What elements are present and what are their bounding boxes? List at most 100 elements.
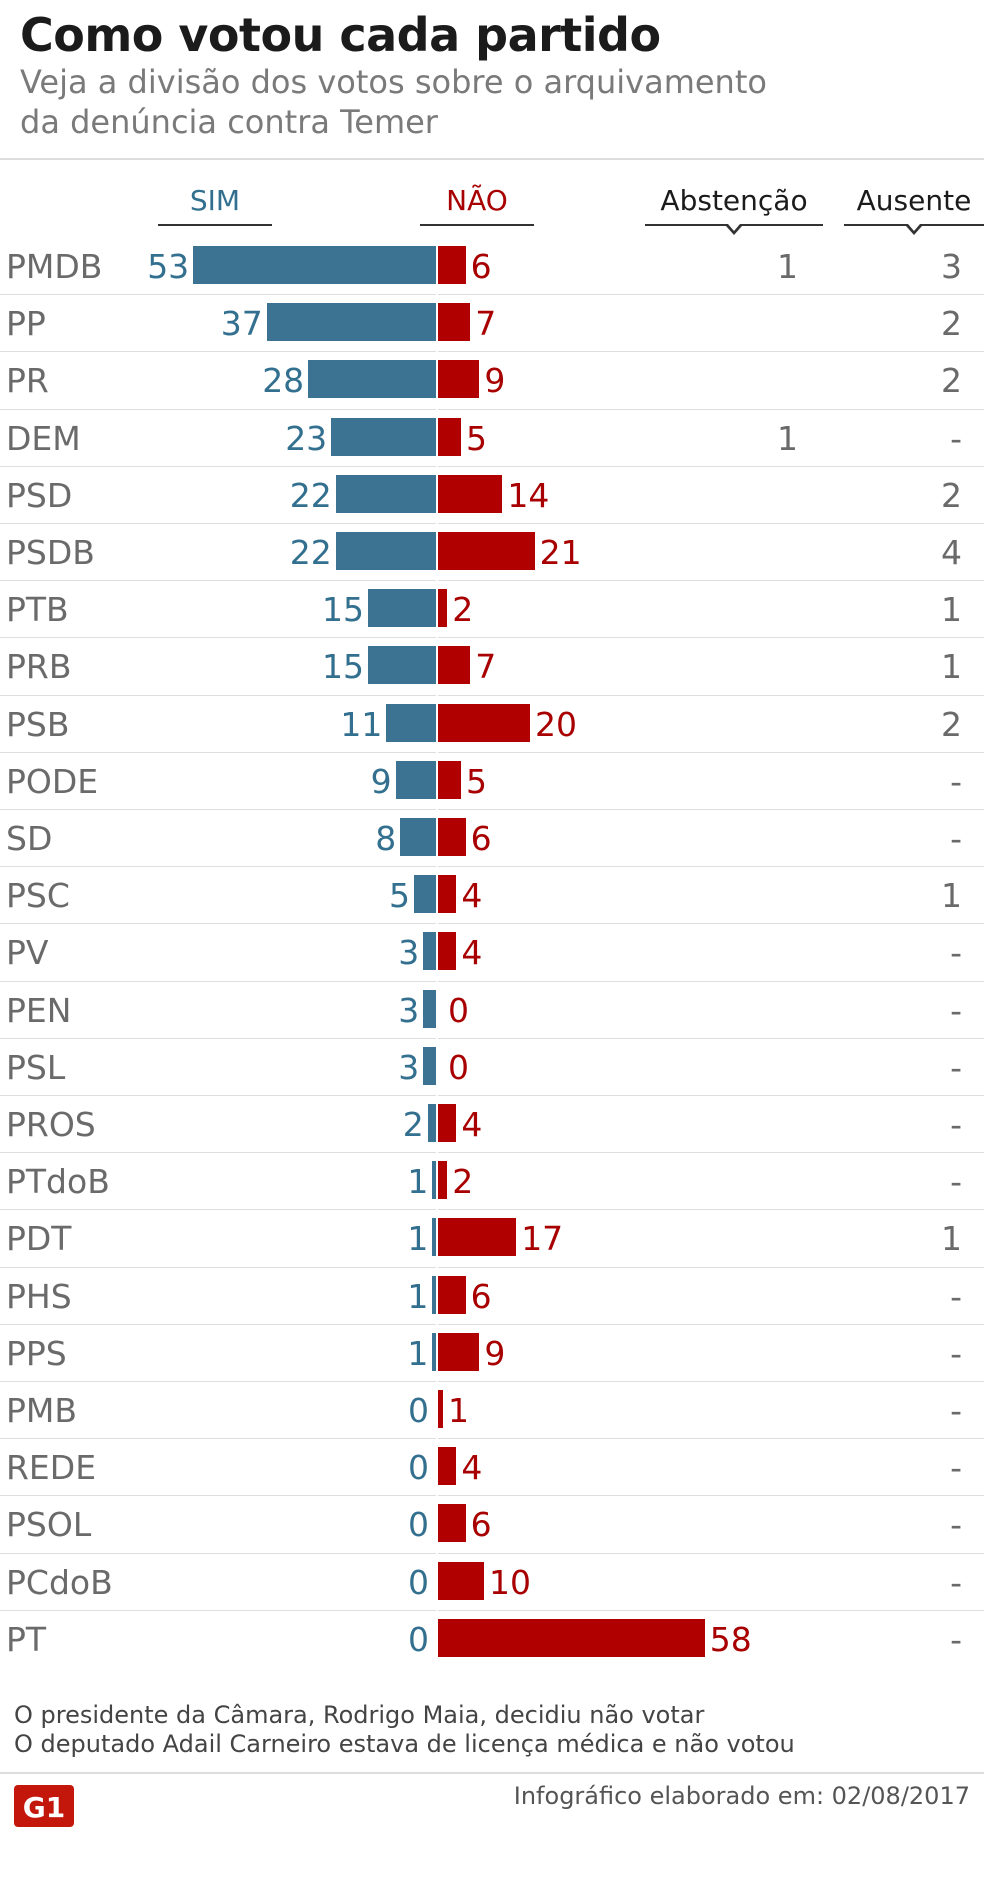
ausente-value: - xyxy=(950,1505,962,1545)
ausente-value: 2 xyxy=(941,304,962,344)
row-divider xyxy=(0,1095,984,1096)
nao-value: 4 xyxy=(461,1448,483,1488)
party-label: DEM xyxy=(6,418,81,458)
party-label: PSD xyxy=(6,475,73,515)
party-label: PHS xyxy=(6,1276,72,1316)
sim-bar xyxy=(423,1046,437,1085)
ausente-value: - xyxy=(950,1047,962,1087)
party-label: PMDB xyxy=(6,247,103,286)
nao-value: 9 xyxy=(484,361,506,401)
sim-value: 22 xyxy=(289,475,332,515)
note-line2: O deputado Adail Carneiro estava de lice… xyxy=(14,1730,795,1758)
row-divider xyxy=(0,1438,984,1440)
nao-bar xyxy=(438,818,466,856)
sim-value: 53 xyxy=(147,247,190,286)
sim-value: 0 xyxy=(408,1562,429,1602)
sim-bar xyxy=(368,646,437,685)
row-divider xyxy=(0,523,984,524)
party-label: PSB xyxy=(6,704,70,744)
sim-value: 2 xyxy=(402,1105,424,1144)
party-label: PPS xyxy=(6,1333,67,1373)
column-header-sim: SIM xyxy=(158,184,272,226)
sim-value: 3 xyxy=(398,933,420,973)
column-header-sim-label: SIM xyxy=(189,184,241,217)
row-divider xyxy=(0,465,984,467)
nao-value: 21 xyxy=(539,533,582,572)
sim-value: 28 xyxy=(262,361,305,401)
abstencao-value: 1 xyxy=(777,247,798,286)
column-header-nao: NÃO xyxy=(420,184,534,226)
chart-subtitle-line2: da denúncia contra Temer xyxy=(20,103,438,141)
row-divider xyxy=(0,751,984,753)
center-axis xyxy=(436,243,438,1673)
ausente-value: 3 xyxy=(941,247,962,286)
row-divider xyxy=(0,1552,984,1554)
party-label: PSDB xyxy=(6,533,95,572)
party-label: PSOL xyxy=(6,1505,92,1545)
ausente-value: 2 xyxy=(941,361,962,401)
nao-bar xyxy=(438,360,480,399)
nao-bar xyxy=(438,1561,484,1600)
g1-logo-text: G1 xyxy=(23,1791,65,1824)
row-divider xyxy=(0,1381,984,1382)
nao-value: 6 xyxy=(470,1276,492,1316)
ausente-value: 4 xyxy=(941,533,962,572)
sim-bar xyxy=(308,360,437,399)
sim-value: 37 xyxy=(220,304,263,344)
nao-bar xyxy=(438,1447,457,1486)
column-header-nao-underline xyxy=(420,224,534,226)
row-divider xyxy=(0,866,984,868)
nao-bar xyxy=(438,303,471,342)
party-label: PTB xyxy=(6,590,69,630)
party-label: PDT xyxy=(6,1219,72,1259)
ausente-value: 1 xyxy=(941,876,962,916)
column-header-ausente: Ausente xyxy=(844,184,984,235)
nao-bar xyxy=(438,532,535,570)
g1-logo-background xyxy=(14,1785,74,1827)
sim-value: 5 xyxy=(389,876,410,916)
ausente-value: 1 xyxy=(941,1219,962,1259)
bottom-divider xyxy=(0,1772,984,1774)
sim-bar xyxy=(395,760,437,799)
row-divider xyxy=(0,1609,984,1611)
nao-value: 58 xyxy=(709,1619,752,1659)
row-divider xyxy=(0,1037,984,1039)
nao-value: 4 xyxy=(461,876,483,916)
party-label: PP xyxy=(6,304,46,344)
row-divider xyxy=(0,351,984,353)
nao-bar xyxy=(438,1104,457,1142)
sim-bar xyxy=(432,1161,437,1200)
nao-bar xyxy=(438,417,461,456)
ausente-value: - xyxy=(950,819,962,858)
nao-bar xyxy=(438,646,471,685)
ausente-value: 1 xyxy=(941,647,962,687)
row-divider xyxy=(0,1209,984,1211)
sim-bar xyxy=(414,875,437,914)
nao-value: 1 xyxy=(448,1391,469,1430)
nao-value: 0 xyxy=(448,1047,469,1087)
sim-bar xyxy=(432,1275,437,1314)
row-divider xyxy=(0,1323,984,1325)
ausente-value: - xyxy=(950,1105,962,1144)
sim-value: 1 xyxy=(407,1162,429,1202)
party-label: REDE xyxy=(6,1448,97,1488)
nao-bar xyxy=(438,1504,466,1543)
ausente-value: - xyxy=(950,1448,962,1488)
nao-value: 10 xyxy=(489,1562,531,1602)
party-label: PSL xyxy=(6,1047,66,1087)
sim-value: 0 xyxy=(408,1505,429,1545)
nao-value: 0 xyxy=(448,990,469,1030)
ausente-value: - xyxy=(950,990,962,1030)
row-divider xyxy=(0,294,984,296)
row-divider xyxy=(0,1495,984,1497)
nao-bar xyxy=(438,875,457,914)
sim-bar xyxy=(368,589,437,628)
nao-value: 5 xyxy=(466,761,487,801)
nao-value: 9 xyxy=(484,1333,506,1373)
sim-value: 3 xyxy=(398,1047,420,1087)
chart-subtitle-line1: Veja a divisão dos votos sobre o arquiva… xyxy=(20,63,767,101)
ausente-value: - xyxy=(950,1276,962,1316)
sim-value: 22 xyxy=(289,533,332,572)
party-label: PV xyxy=(6,933,49,973)
sim-value: 3 xyxy=(398,990,420,1030)
